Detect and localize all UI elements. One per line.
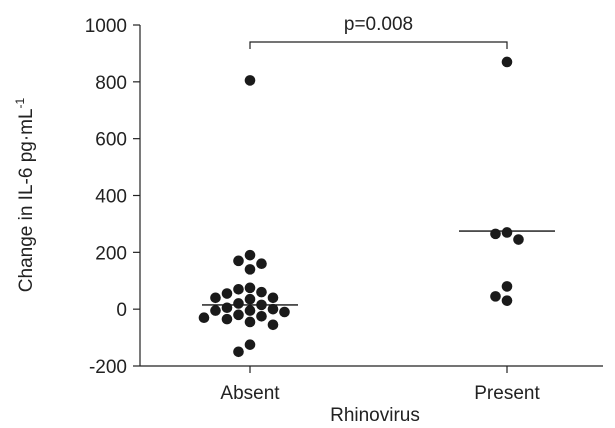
- data-point: [221, 313, 233, 325]
- y-tick-label: 800: [95, 73, 127, 94]
- data-point: [244, 293, 256, 305]
- data-point: [244, 264, 256, 275]
- data-point: [221, 288, 233, 299]
- significance-annotation: p=0.008: [249, 14, 508, 49]
- data-point: [233, 283, 244, 295]
- data-point: [501, 56, 513, 68]
- y-tick-label: 400: [95, 187, 127, 208]
- data-point: [267, 319, 279, 331]
- data-point: [490, 291, 501, 302]
- data-point: [210, 292, 221, 304]
- data-point: [279, 306, 290, 318]
- data-point: [513, 234, 524, 245]
- data-point: [501, 227, 513, 238]
- y-axis-title-superscript: -1: [13, 97, 27, 108]
- y-axis-title: Change in IL-6 pg·mL-1: [13, 97, 37, 292]
- data-point: [256, 286, 267, 298]
- p-value-label: p=0.008: [344, 14, 413, 35]
- data-point: [501, 281, 513, 292]
- data-point: [233, 255, 244, 267]
- x-ticks: Absent Present: [220, 366, 540, 404]
- data-point: [210, 305, 221, 316]
- data-point: [221, 302, 233, 314]
- data-points: [198, 56, 524, 358]
- y-tick-label: 0: [116, 300, 127, 321]
- axes: [139, 25, 603, 367]
- data-point: [244, 282, 256, 294]
- y-tick-label: 600: [95, 130, 127, 151]
- data-point: [233, 309, 244, 321]
- data-point: [244, 339, 256, 350]
- y-tick-label: 1000: [85, 16, 127, 37]
- data-point: [233, 298, 244, 309]
- data-point: [256, 258, 267, 270]
- data-point: [198, 312, 210, 323]
- y-tick-label: 200: [95, 243, 127, 264]
- data-point: [267, 303, 279, 315]
- data-point: [233, 346, 244, 358]
- data-point: [244, 316, 256, 328]
- y-tick-label: -200: [89, 357, 127, 378]
- x-tick-label: Absent: [220, 383, 280, 404]
- data-point: [501, 295, 513, 306]
- data-point: [267, 292, 279, 304]
- data-point: [244, 305, 256, 316]
- y-ticks: -200 0 200 400 600 800 1000: [85, 16, 140, 378]
- data-point: [256, 310, 267, 322]
- y-axis-title-main: Change in IL-6 pg·mL: [16, 108, 37, 292]
- data-point: [244, 249, 256, 261]
- data-point: [244, 75, 256, 86]
- data-point: [490, 228, 501, 240]
- significance-bracket: [249, 41, 508, 49]
- data-point: [256, 299, 267, 311]
- x-axis-title: Rhinovirus: [330, 405, 420, 426]
- x-tick-label: Present: [474, 383, 540, 404]
